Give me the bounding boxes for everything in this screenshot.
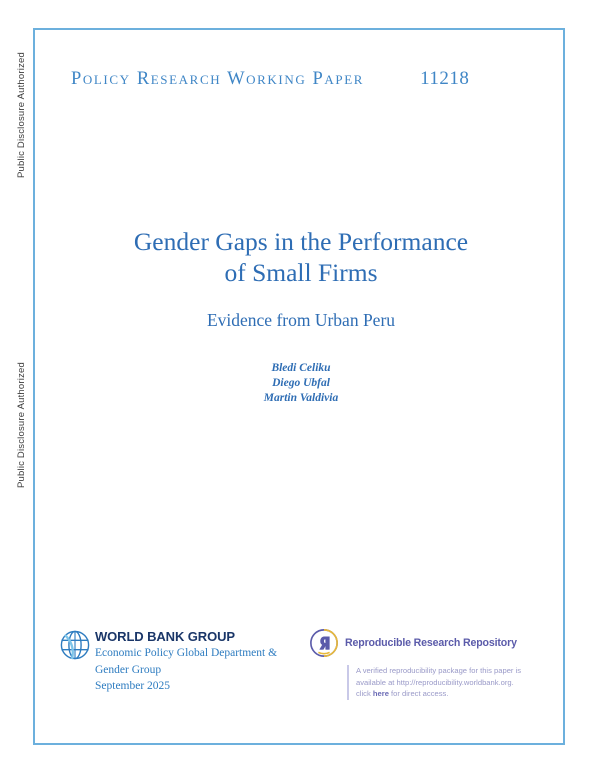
organization-name: WORLD BANK GROUP [95, 629, 235, 644]
title-line-2: of Small Firms [224, 258, 378, 287]
reproducible-research-block: Reproducible Research Repository A verif… [303, 628, 567, 700]
note-line-3: click here for direct access. [356, 688, 567, 700]
note-line-1: A verified reproducibility package for t… [356, 666, 522, 675]
author-name: Martin Valdivia [263, 392, 339, 404]
note-line-3-prefix: click [356, 689, 373, 698]
note-line-3-suffix: for direct access. [388, 689, 449, 698]
department-line-1: Economic Policy Global Department & [95, 647, 278, 659]
department-line-2: Gender Group [95, 663, 162, 676]
cover-page-frame: Policy Research Working Paper 11218 Gend… [33, 28, 565, 745]
page-subtitle: Evidence from Urban Peru [206, 310, 396, 330]
author-name: Diego Ubfal [272, 377, 330, 389]
title-line-1: Gender Gaps in the Performance [133, 227, 469, 256]
series-title: Policy Research Working Paper [71, 69, 365, 89]
direct-access-link[interactable]: here [372, 689, 389, 698]
cover-footer: WORLD BANK GROUP Economic Policy Global … [35, 628, 567, 748]
public-disclosure-label-bottom: Public Disclosure Authorized [16, 362, 27, 488]
publication-date: September 2025 [95, 680, 171, 692]
title-block: Gender Gaps in the Performance of Small … [35, 226, 567, 406]
world-bank-globe-icon [60, 630, 90, 660]
world-bank-block: WORLD BANK GROUP Economic Policy Global … [35, 628, 303, 694]
reproducible-research-note: A verified reproducibility package for t… [347, 665, 567, 700]
series-header: Policy Research Working Paper 11218 [71, 68, 531, 90]
reproducible-research-header: Reproducible Research Repository [309, 628, 567, 658]
reproducible-research-rr-icon [310, 629, 338, 657]
public-disclosure-label-top: Public Disclosure Authorized [16, 52, 27, 178]
author-name: Bledi Celiku [271, 362, 331, 374]
reproducible-research-title: Reproducible Research Repository [345, 637, 517, 649]
page-title: Gender Gaps in the Performance of Small … [35, 226, 567, 288]
paper-number: 11218 [420, 68, 470, 89]
author-list: Bledi Celiku Diego Ubfal Martin Valdivia [35, 361, 567, 406]
world-bank-text: WORLD BANK GROUP Economic Policy Global … [95, 628, 277, 694]
note-line-2: available at http://reproducibility.worl… [356, 677, 514, 687]
